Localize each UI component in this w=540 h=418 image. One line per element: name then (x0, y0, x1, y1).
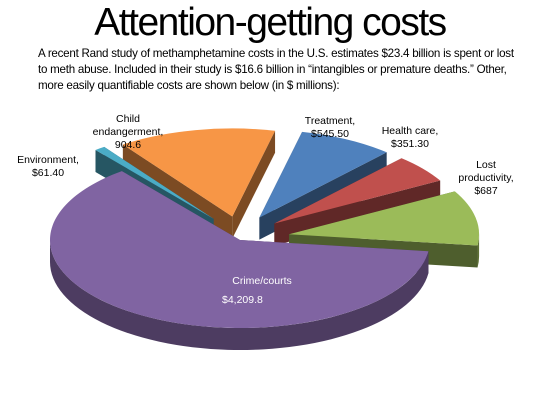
label-treatment: Treatment, $545.50 (305, 115, 355, 140)
chart-subtitle: A recent Rand study of methamphetamine c… (38, 47, 514, 92)
label-health-care: Health care, $351.30 (382, 125, 439, 150)
label-environment: Environment, $61.40 (17, 154, 79, 179)
slice-crime-courts (49, 171, 429, 351)
label-lost-productivity: Lost productivity, $687 (458, 159, 513, 197)
chart-title: Attention-getting costs (94, 1, 447, 44)
label-crime-courts: Crime/courts $4,209.8 (222, 275, 292, 306)
label-child-endangerment: Child endangerment, 904.6 (93, 113, 164, 151)
